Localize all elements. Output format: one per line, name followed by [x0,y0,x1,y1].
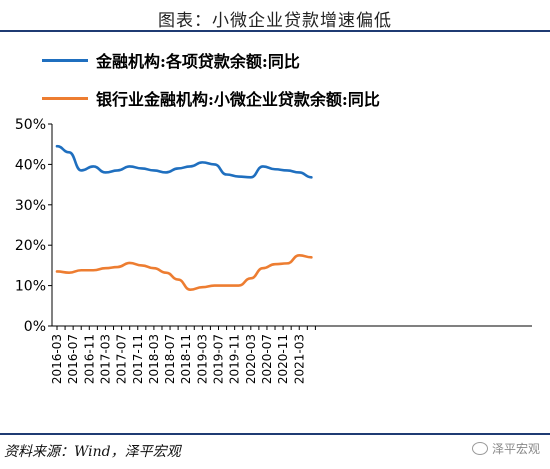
x-tick-label: 2016-11 [82,334,96,384]
watermark-text: 泽平宏观 [491,442,540,456]
x-tick-label: 2018-03 [147,334,161,384]
x-tick-label: 2016-03 [50,334,64,384]
watermark: 泽平宏观 [471,440,540,457]
legend-swatch-series2 [42,96,88,100]
chart-title: 图表：小微企业贷款增速偏低 [158,11,392,31]
y-tick-label: 0% [24,319,46,335]
y-tick-label: 20% [15,238,46,254]
x-tick-label: 2016-07 [66,334,80,384]
top-rule [0,30,550,32]
y-tick-label: 10% [15,279,46,295]
legend-label-series2: 银行业金融机构:小微企业贷款余额:同比 [96,90,380,109]
x-tick-label: 2017-03 [98,334,112,384]
x-tick-label: 2019-07 [212,334,226,384]
legend-item-series1: 金融机构:各项贷款余额:同比 [42,48,300,72]
series-line-total-loans [55,144,313,179]
x-tick-label: 2020-03 [244,334,258,384]
x-tick-label: 2018-07 [163,334,177,384]
legend-label-series1: 金融机构:各项贷款余额:同比 [96,52,300,71]
wechat-icon [471,442,488,455]
source-note: 资料来源：Wind，泽平宏观 [4,444,181,460]
x-tick-label: 2019-03 [195,334,209,384]
y-tick-label: 30% [15,198,46,214]
legend-item-series2: 银行业金融机构:小微企业贷款余额:同比 [42,86,380,110]
x-tick-label: 2017-07 [115,334,129,384]
x-tick-label: 2018-11 [179,334,193,384]
x-tick-label: 2017-11 [131,334,145,384]
x-tick-label: 2020-11 [276,334,290,384]
legend-swatch-series1 [42,58,88,62]
y-tick-label: 50% [15,117,46,133]
y-tick-label: 40% [15,157,46,173]
series-line-small-micro-loans [55,254,313,291]
x-tick-label: 2019-11 [228,334,242,384]
x-tick-label: 2021-03 [292,334,306,384]
x-tick-label: 2020-07 [260,334,274,384]
bottom-rule [0,433,550,435]
